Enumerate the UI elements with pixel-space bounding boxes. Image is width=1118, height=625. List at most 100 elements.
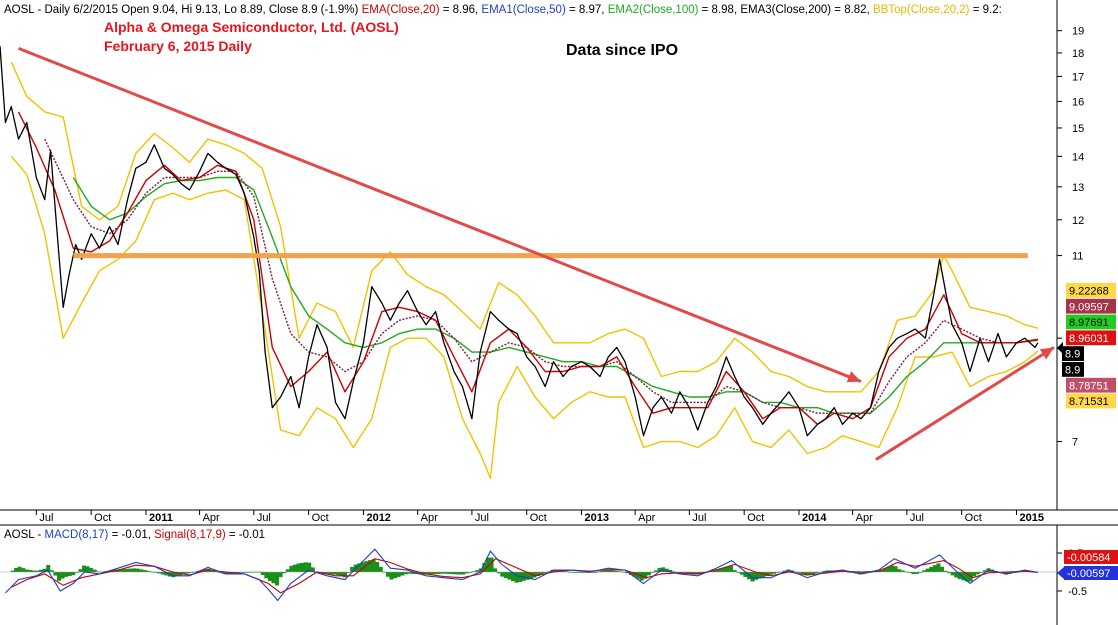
macd-histogram-bar [804,572,809,576]
macd-histogram-bar [754,572,759,580]
price-tag-box [1066,298,1116,314]
macd-histogram-bar [800,572,805,575]
macd-histogram-bar [718,568,723,572]
price-tag-label: 9.09597 [1069,301,1109,313]
macd-histogram-bar [889,565,894,572]
macd-tag-box [1064,566,1118,580]
price-tag-box [1066,283,1116,298]
macd-histogram-bar [453,572,458,575]
macd-histogram-bar [242,571,247,573]
macd-histogram-bar [171,572,176,578]
macd-tag-box [1064,550,1118,564]
price-tag-label: 8.9 [1065,365,1080,377]
macd-histogram-bar [736,572,741,573]
macd-histogram-bar [764,572,769,577]
macd-histogram-bar [571,572,576,573]
macd-tick-label: -0.5 [1068,586,1087,598]
macd-histogram-bar [729,565,734,572]
macd-histogram-bar [739,572,744,575]
macd-histogram-bar [235,572,240,573]
macd-histogram-bar [847,571,852,573]
series-line-bbbottom-close-20-2- [10,155,1039,480]
macd-histogram-bar [282,572,287,574]
macd-histogram-bar [296,563,301,572]
price-tag-label: 8.96031 [1069,333,1109,345]
macd-histogram-bar [607,570,612,572]
macd-histogram-bar [246,571,251,573]
macd-histogram-bar [375,561,380,572]
price-tags: 9.22268 9.09597 8.97691 8.96031 8.9 8.9 8.7875… [1057,283,1116,409]
macd-histogram-bar [961,572,966,581]
series-line-bbtop-close-20-2- [10,61,1039,393]
macd-histogram-bar [521,572,526,581]
macd-histogram-bar [636,572,641,579]
date-axis-ticks: Jul Oct 2011 Apr Jul Oct 2012 Apr Jul Oct 2013 Apr J… [35,510,1044,524]
macd-histogram-bar [825,570,830,572]
macd-histogram-bar [489,557,494,572]
macd-histogram-bar [10,570,15,572]
macd-histogram-bar [611,570,616,572]
macd-line-macd-8-17- [5,548,1038,602]
macd-histogram-bar [668,570,673,572]
price-tag-box [1062,362,1084,377]
macd-histogram-bar [31,570,36,572]
macd-panel-header: AOSL - MACD(8,17) = -0.01, Signal(8,17,9… [4,529,265,541]
macd-histogram-bar [164,572,169,576]
macd-histogram-bar [432,572,437,575]
uptrend-trend-line [875,346,1055,461]
macd-histogram-bar [360,562,365,572]
macd-histogram-bar [403,572,408,575]
series-line-ema1-close-50- [44,138,1039,414]
year-tick-label: 2014 [802,512,827,524]
macd-histogram-bar [418,572,423,575]
downtrend-trend-line [17,46,862,383]
macd-histogram-bar [746,572,751,580]
annotation-note: Data since IPO [566,42,678,59]
macd-histogram-bar [407,572,412,574]
macd-histogram-bar [450,572,455,575]
macd-histogram-bar [879,569,884,572]
macd-histogram-bar [900,570,905,572]
macd-tag-label: -0.00584 [1067,552,1110,564]
macd-histogram-bar [425,572,430,575]
price-tag-label: 9.22268 [1069,286,1109,298]
year-tick-label: 2011 [149,512,173,524]
macd-histogram-bar [457,572,462,575]
macd-histogram-bar [182,572,187,575]
macd-histogram-bar [482,563,487,572]
macd-histogram-bar [657,567,662,572]
macd-histogram-bar [443,572,448,574]
month-tick-label: Oct [312,512,329,524]
series-line-aosl [0,46,1039,437]
macd-histogram-bar [378,566,383,572]
macd-histogram-bar [14,568,19,572]
macd-histogram-bar [965,572,970,582]
macd-pointer-icon [1057,567,1064,579]
annotation-layer [17,46,1055,461]
macd-histogram-bar [654,570,659,572]
macd-histogram-bar [628,572,633,576]
macd-histogram-bar [460,572,465,575]
price-tag-box [1066,393,1116,409]
macd-histogram-bar [979,572,984,573]
macd-histogram-bar [428,572,433,575]
price-tag-label: 8.71531 [1069,396,1109,408]
price-header-part: = 9.2: [970,4,1002,16]
macd-histogram-bar [882,568,887,572]
price-header-part: AOSL - Daily 6/2/2015 Open 9.04, Hi 9.13… [4,4,362,16]
macd-histogram-bar [146,570,151,572]
macd-histogram-bar [929,566,934,572]
macd-histogram-bar [936,563,941,572]
price-axis-ticks: 19181716151413121197 [1057,26,1084,449]
macd-histogram-bar [53,572,58,576]
macd-histogram-bar [807,572,812,576]
macd-header-part: MACD(8,17) [44,529,108,541]
macd-histogram-bar [71,572,76,576]
macd-tags: -0.00584 -0.00597 [1057,550,1118,580]
macd-histogram-bar [822,570,827,572]
macd-histogram-bar [35,570,40,572]
macd-histogram-bar [893,566,898,572]
macd-histogram-bar [761,572,766,578]
macd-histogram-bar [768,572,773,575]
